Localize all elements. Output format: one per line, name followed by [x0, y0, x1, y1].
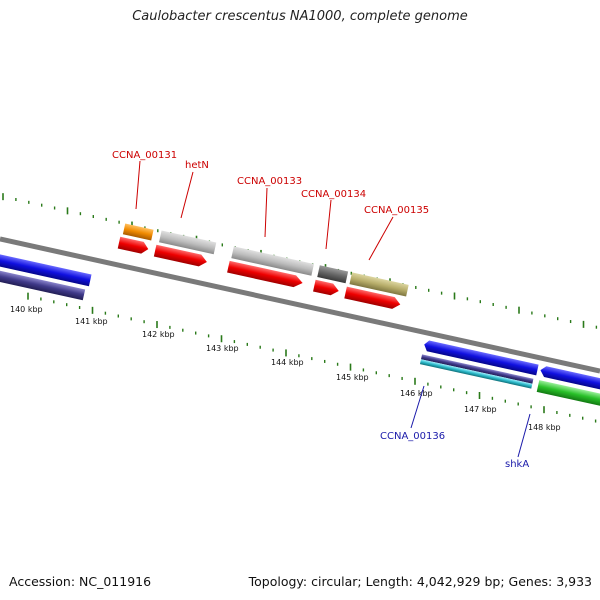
feature-khaki-ccna-00135[interactable]: [349, 272, 409, 297]
gene-label-ccna-00135[interactable]: CCNA_00135: [364, 205, 429, 216]
scale-label: 145 kbp: [336, 373, 369, 382]
accession-label: Accession: NC_011916: [9, 574, 152, 589]
scale-label: 140 kbp: [10, 305, 43, 314]
leader-line-ccna-00134: [325, 199, 332, 250]
cds-reverse-arrow-left[interactable]: [0, 249, 92, 287]
scale-label: 142 kbp: [142, 330, 175, 339]
gene-label-hetn[interactable]: hetN: [185, 160, 209, 171]
topology-label: Topology: circular; Length: 4,042,929 bp…: [248, 574, 592, 589]
leader-line-ccna-00131: [135, 160, 141, 210]
scale-label: 146 kbp: [400, 389, 433, 398]
feature-green-shka[interactable]: [536, 380, 600, 415]
feature-grey-hetn[interactable]: [159, 230, 217, 255]
cds-forward-arrow-ccna-00131[interactable]: [117, 236, 150, 255]
feature-navy-ccna-00136[interactable]: [421, 354, 534, 384]
leader-line-shka: [517, 413, 531, 458]
cds-forward-arrow-hetn[interactable]: [153, 244, 208, 268]
leader-line-ccna-00135: [368, 216, 394, 261]
scale-label: 148 kbp: [528, 423, 561, 432]
feature-navy-left[interactable]: [0, 264, 86, 301]
leader-line-hetn: [180, 171, 194, 219]
gene-label-shka[interactable]: shkA: [505, 459, 529, 470]
gene-label-ccna-00133[interactable]: CCNA_00133: [237, 176, 302, 187]
cds-forward-arrow-ccna-00135[interactable]: [344, 286, 401, 311]
gene-label-ccna-00131[interactable]: CCNA_00131: [112, 150, 177, 161]
cds-forward-arrow-ccna-00133[interactable]: [227, 260, 304, 289]
scale-label: 147 kbp: [464, 405, 497, 414]
scale-labels: 140 kbp 141 kbp 142 kbp 143 kbp 144 kbp …: [10, 305, 561, 432]
gene-label-ccna-00134[interactable]: CCNA_00134: [301, 189, 366, 200]
scale-label: 141 kbp: [75, 317, 108, 326]
gene-label-ccna-00136[interactable]: CCNA_00136: [380, 431, 445, 442]
cds-forward-arrow-ccna-00134[interactable]: [313, 279, 340, 297]
genome-backbone: [0, 236, 600, 374]
cds-reverse-arrow-ccna-00136[interactable]: [423, 340, 539, 376]
feature-cyan-ccna-00136[interactable]: [419, 359, 533, 389]
scale-label: 144 kbp: [271, 358, 304, 367]
feature-orange-ccna-00131[interactable]: [122, 223, 154, 241]
leader-line-ccna-00136: [410, 385, 425, 429]
leader-line-ccna-00133: [264, 187, 268, 238]
feature-grey-ccna-00133[interactable]: [231, 246, 314, 276]
feature-darkgrey-ccna-00134[interactable]: [317, 265, 349, 284]
cds-reverse-arrow-shka[interactable]: [539, 365, 600, 403]
tick-track-lower: [27, 292, 597, 423]
scale-label: 143 kbp: [206, 344, 239, 353]
map-title: Caulobacter crescentus NA1000, complete …: [132, 9, 468, 24]
